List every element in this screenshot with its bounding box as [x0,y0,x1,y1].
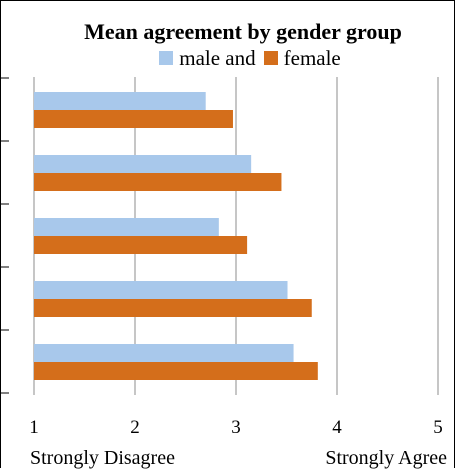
legend-item-male: male and [159,46,256,70]
x-axis-label-strongly-disagree: Strongly Disagree [30,447,175,469]
legend: male and female [1,46,456,70]
bar-male-5 [34,344,294,362]
legend-label-male: male and [179,46,256,70]
x-tick-label-3: 3 [231,417,241,438]
bar-female-4 [34,299,312,317]
x-tick-label-5: 5 [433,417,443,438]
legend-swatch-female [263,51,278,65]
legend-item-female: female [263,46,341,70]
bar-female-1 [34,110,233,128]
legend-label-female: female [283,46,341,70]
bar-male-1 [34,92,206,110]
x-tick-label-2: 2 [130,417,140,438]
bar-male-3 [34,218,219,236]
x-axis-label-strongly-agree: Strongly Agree [325,447,447,469]
bar-female-5 [34,362,318,380]
legend-swatch-male [159,51,174,65]
bar-female-3 [34,236,248,254]
bar-male-4 [34,281,288,299]
chart-title: Mean agreement by gender group [84,19,402,44]
bar-female-2 [34,173,282,191]
x-tick-label-4: 4 [332,417,342,438]
bar-male-2 [34,155,252,173]
x-tick-label-1: 1 [29,417,39,438]
